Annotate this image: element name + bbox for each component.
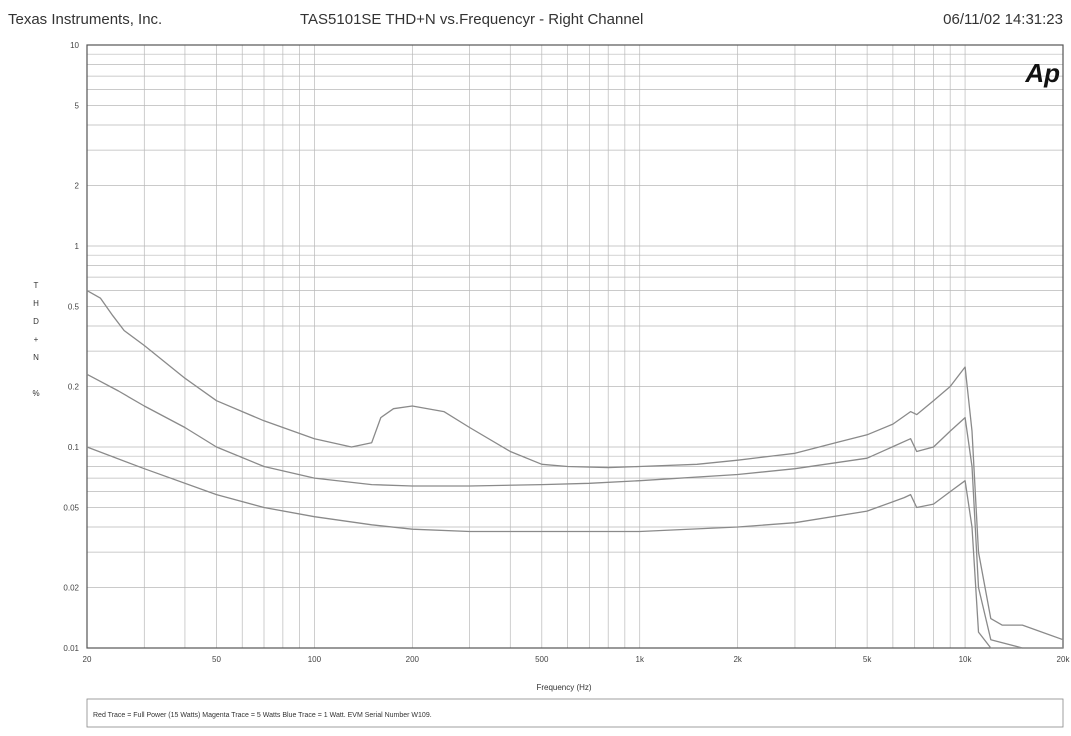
y-tick-label-1: 0.02 [63,583,79,592]
y-tick-label-7: 2 [75,181,80,190]
y-tick-label-4: 0.2 [68,382,80,391]
y-axis-label-char-4: N [33,353,39,362]
timestamp: 06/11/02 14:31:23 [943,11,1063,28]
notes-box [86,698,1064,728]
y-tick-label-9: 10 [70,41,79,50]
x-tick-label-5: 1k [636,655,645,664]
x-tick-label-6: 2k [733,655,742,664]
x-axis-label: Frequency (Hz) [536,683,591,692]
chart-title: TAS5101SE THD+N vs.Frequencyr - Right Ch… [300,11,643,28]
trace-0 [86,290,1064,641]
y-tick-label-8: 5 [75,102,80,111]
x-tick-label-2: 100 [308,655,322,664]
y-axis-label: THD + N% [32,281,39,398]
y-tick-label-2: 0.05 [63,504,79,513]
x-tick-label-9: 20k [1057,655,1071,664]
y-tick-label-5: 0.5 [68,303,80,312]
x-tick-label-3: 200 [406,655,420,664]
x-tick-label-1: 50 [212,655,221,664]
x-tick-labels: 20 50 100 200 500 1k 2k 5k 10k 20k [83,655,1071,664]
x-tick-label-0: 20 [83,655,92,664]
trace-notes: Red Trace = Full Power (15 Watts) Magent… [93,712,432,719]
plot-frame [86,44,1064,649]
y-tick-labels: 0.01 0.02 0.05 0.1 0.2 0.5 1 2 5 10 [63,41,79,653]
y-axis-label-char-0: T [34,281,39,290]
traces [86,290,1064,649]
ap-logo: Ap [1024,58,1060,88]
y-tick-label-3: 0.1 [68,443,80,452]
x-tick-label-4: 500 [535,655,549,664]
y-tick-label-0: 0.01 [63,644,79,653]
y-tick-label-6: 1 [75,242,80,251]
y-axis-label-char-6: % [32,389,39,398]
x-tick-label-7: 5k [863,655,872,664]
x-tick-label-8: 10k [959,655,973,664]
y-axis-label-char-2: D [33,317,39,326]
trace-1 [86,373,1063,649]
company-name: Texas Instruments, Inc. [8,11,162,28]
y-axis-label-char-3: + [34,335,39,344]
trace-2 [86,446,1063,649]
y-axis-label-char-1: H [33,299,39,308]
grid [86,44,1064,649]
